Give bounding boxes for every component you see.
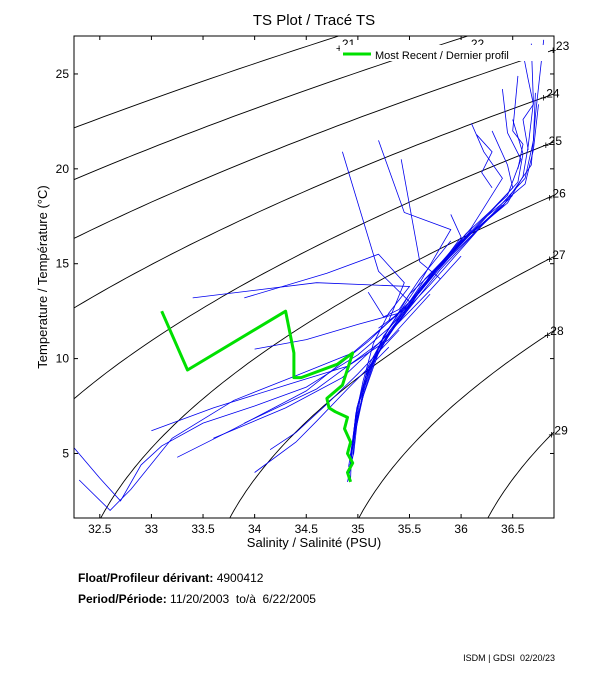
profile-line <box>445 214 472 259</box>
period-label: Period/Période: <box>78 592 167 606</box>
x-tick-label: 35.5 <box>398 522 422 536</box>
x-tick-label: 36.5 <box>501 522 525 536</box>
profile-line <box>78 204 503 511</box>
x-axis-label: Salinity / Salinité (PSU) <box>247 535 381 550</box>
profile-line <box>522 53 534 150</box>
isopycnal-marker: + <box>540 93 546 105</box>
isopycnal-marker: + <box>544 330 550 342</box>
float-label: Float/Profileur dérivant: <box>78 571 214 585</box>
footer-stamp: ISDM | GDSI 02/20/23 <box>463 653 555 663</box>
profile-line <box>342 151 410 302</box>
chart-title: TS Plot / Tracé TS <box>253 12 375 29</box>
isopycnal-label: 29 <box>554 424 568 438</box>
x-tick-label: 32.5 <box>88 522 112 536</box>
y-tick-label: 10 <box>56 352 70 366</box>
isopycnal-label: 23 <box>556 39 570 53</box>
legend-label: Most Recent / Dernier profil <box>375 50 509 62</box>
most-recent-profile <box>160 309 355 483</box>
period-info-row: Period/Période: 11/20/2003 to/à 6/22/200… <box>78 592 316 606</box>
y-tick-label: 25 <box>56 67 70 81</box>
isopycnal-marker: + <box>550 45 556 57</box>
y-tick-label: 15 <box>56 257 70 271</box>
y-axis-label: Temperature / Température (°C) <box>35 185 50 368</box>
isopycnal-24 <box>74 93 554 309</box>
profile-line <box>244 253 405 321</box>
isopycnal-labels: +21+22+23+24+25+26+27+28+29 <box>336 37 570 442</box>
float-value: 4900412 <box>216 571 264 585</box>
x-tick-label: 33.5 <box>191 522 215 536</box>
x-tick-label: 36 <box>454 522 468 536</box>
isopycnal-label: 28 <box>550 324 564 338</box>
profile-line <box>476 134 493 189</box>
profile-line <box>74 195 513 502</box>
float-info-row: Float/Profileur dérivant: 4900412 <box>78 571 263 585</box>
isopycnal-26 <box>100 194 554 518</box>
isopycnal-25 <box>74 141 554 400</box>
isopycnal-marker: + <box>543 140 549 152</box>
profile-line <box>213 214 493 439</box>
isopycnal-label: 25 <box>549 134 563 148</box>
x-tick-label: 34 <box>248 522 262 536</box>
profile-line <box>367 240 452 318</box>
isopycnal-21 <box>74 36 341 129</box>
profile-line <box>151 293 431 432</box>
isopycnal-label: 26 <box>552 186 566 200</box>
profile-line <box>254 346 390 473</box>
y-tick-label: 20 <box>56 162 70 176</box>
isopycnal-29 <box>487 431 554 518</box>
isopycnal-lines <box>74 36 554 518</box>
profile-line <box>400 159 441 280</box>
x-tick-label: 35 <box>351 522 365 536</box>
isopycnal-marker: + <box>336 43 342 55</box>
x-tick-label: 33 <box>145 522 159 536</box>
isopycnal-label: 24 <box>546 87 560 101</box>
isopycnal-marker: + <box>546 192 552 204</box>
legend: Most Recent / Dernier profil <box>340 45 548 62</box>
isopycnal-27 <box>229 255 554 518</box>
recent-profile-line <box>160 309 355 483</box>
plot-frame <box>73 35 555 519</box>
x-tick-label: 34.5 <box>295 522 319 536</box>
isopycnal-marker: + <box>548 430 554 442</box>
x-axis-ticks: 32.5 33 33.5 34 34.5 35 35.5 36 36.5 <box>88 36 525 536</box>
profile-line <box>254 305 410 350</box>
y-tick-label: 5 <box>62 446 69 460</box>
isopycnal-23 <box>74 49 554 239</box>
y-axis-ticks: 5 10 15 20 25 <box>56 67 554 460</box>
period-value: 11/20/2003 to/à 6/22/2005 <box>170 592 316 606</box>
isopycnal-label: 27 <box>552 248 566 262</box>
isopycnal-marker: + <box>546 254 552 266</box>
profile-line <box>512 75 524 169</box>
isopycnal-22 <box>74 36 470 181</box>
profile-line <box>349 39 545 471</box>
isopycnal-28 <box>358 329 554 518</box>
